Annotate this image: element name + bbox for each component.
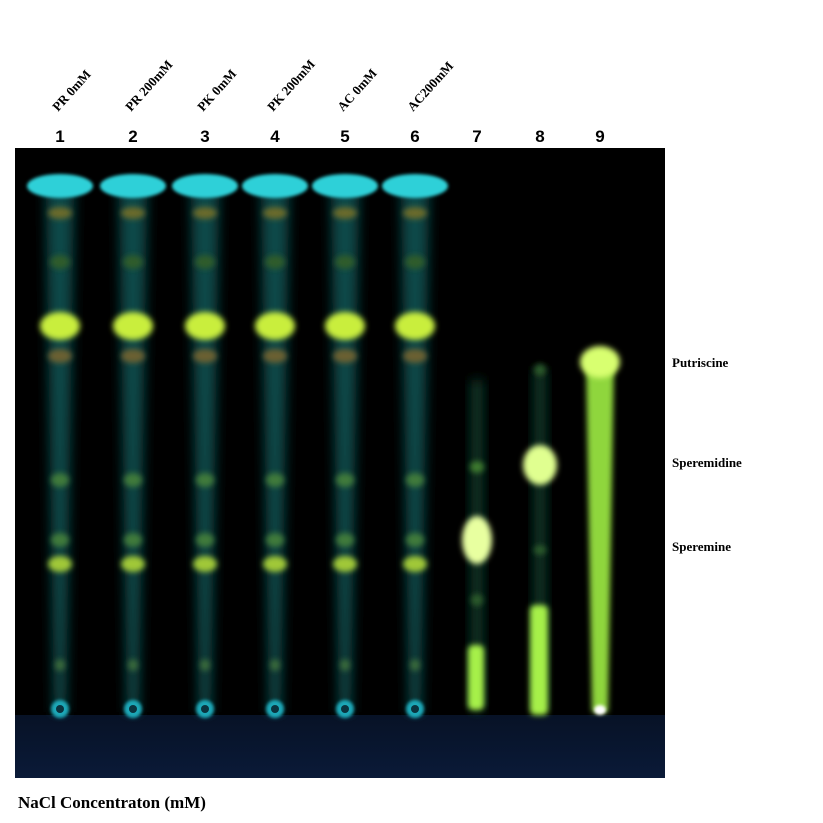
lane-number: 7 bbox=[472, 127, 481, 146]
spot bbox=[55, 659, 65, 671]
spot bbox=[265, 255, 285, 269]
spot bbox=[263, 207, 287, 219]
spot bbox=[172, 174, 238, 198]
lane-label: PK 200mM bbox=[264, 56, 318, 114]
spot bbox=[333, 207, 357, 219]
spot bbox=[200, 659, 210, 671]
spot bbox=[534, 364, 546, 376]
spot bbox=[263, 349, 287, 363]
lane-number: 4 bbox=[270, 127, 280, 146]
spot bbox=[335, 255, 355, 269]
spot bbox=[395, 312, 435, 340]
spot bbox=[470, 461, 484, 473]
lane-label: PR 200mM bbox=[122, 57, 175, 114]
spot bbox=[242, 174, 308, 198]
spot bbox=[406, 473, 424, 487]
origin bbox=[129, 705, 137, 713]
spot bbox=[196, 533, 214, 547]
origin bbox=[411, 705, 419, 713]
spot bbox=[124, 533, 142, 547]
lane-label: PK 0mM bbox=[194, 66, 239, 114]
standard-lanes bbox=[462, 346, 620, 715]
spot bbox=[312, 174, 378, 198]
spot bbox=[462, 516, 492, 564]
spot bbox=[193, 207, 217, 219]
streak bbox=[586, 362, 614, 712]
spot bbox=[406, 533, 424, 547]
origin bbox=[594, 705, 606, 715]
origin bbox=[341, 705, 349, 713]
caption: NaCl Concentraton (mM) bbox=[18, 793, 206, 812]
spot bbox=[48, 556, 72, 572]
spot bbox=[185, 312, 225, 340]
origin bbox=[56, 705, 64, 713]
standard-label: Putriscine bbox=[672, 355, 729, 370]
origin bbox=[271, 705, 279, 713]
spot bbox=[27, 174, 93, 198]
spot bbox=[121, 556, 145, 572]
standard-label: Speremine bbox=[672, 539, 731, 554]
spot bbox=[124, 473, 142, 487]
spot bbox=[403, 207, 427, 219]
spot bbox=[266, 473, 284, 487]
spot bbox=[113, 312, 153, 340]
spot bbox=[325, 312, 365, 340]
spot bbox=[471, 594, 483, 606]
spot bbox=[263, 556, 287, 572]
lane-number: 1 bbox=[55, 127, 64, 146]
spot bbox=[50, 255, 70, 269]
spot bbox=[336, 473, 354, 487]
origin bbox=[201, 705, 209, 713]
standard-label: Speremidine bbox=[672, 455, 742, 470]
spot bbox=[255, 312, 295, 340]
spot bbox=[403, 349, 427, 363]
spot bbox=[51, 473, 69, 487]
spot bbox=[48, 207, 72, 219]
spot bbox=[403, 556, 427, 572]
spot bbox=[193, 349, 217, 363]
spot bbox=[40, 312, 80, 340]
spot bbox=[523, 445, 557, 485]
spot bbox=[405, 255, 425, 269]
spot bbox=[333, 556, 357, 572]
spot bbox=[48, 349, 72, 363]
spot bbox=[336, 533, 354, 547]
lanes bbox=[27, 174, 448, 718]
spot bbox=[340, 659, 350, 671]
spot bbox=[123, 255, 143, 269]
spot bbox=[195, 255, 215, 269]
lane-number: 6 bbox=[410, 127, 419, 146]
lane-number: 2 bbox=[128, 127, 137, 146]
lane-label: AC200mM bbox=[404, 58, 456, 114]
spot bbox=[270, 659, 280, 671]
spot bbox=[534, 545, 546, 555]
lane-number: 9 bbox=[595, 127, 604, 146]
spot bbox=[468, 645, 484, 710]
spot bbox=[410, 659, 420, 671]
spot bbox=[382, 174, 448, 198]
spot bbox=[193, 556, 217, 572]
lane-labels: 1 PR 0mM 2 PR 200mM 3 PK 0mM 4 PK 200mM 5 AC 0mM 6… bbox=[49, 56, 605, 146]
lane-number: 8 bbox=[535, 127, 544, 146]
lane-label: PR 0mM bbox=[49, 67, 94, 114]
spot bbox=[121, 349, 145, 363]
spot bbox=[100, 174, 166, 198]
lane-number: 5 bbox=[340, 127, 349, 146]
lane-label: AC 0mM bbox=[334, 66, 380, 114]
spot bbox=[196, 473, 214, 487]
spot bbox=[266, 533, 284, 547]
plate-bottom bbox=[15, 715, 665, 778]
spot bbox=[530, 605, 548, 715]
spot bbox=[51, 533, 69, 547]
spot bbox=[580, 346, 620, 378]
spot bbox=[333, 349, 357, 363]
spot bbox=[121, 207, 145, 219]
lane-number: 3 bbox=[200, 127, 209, 146]
spot bbox=[128, 659, 138, 671]
